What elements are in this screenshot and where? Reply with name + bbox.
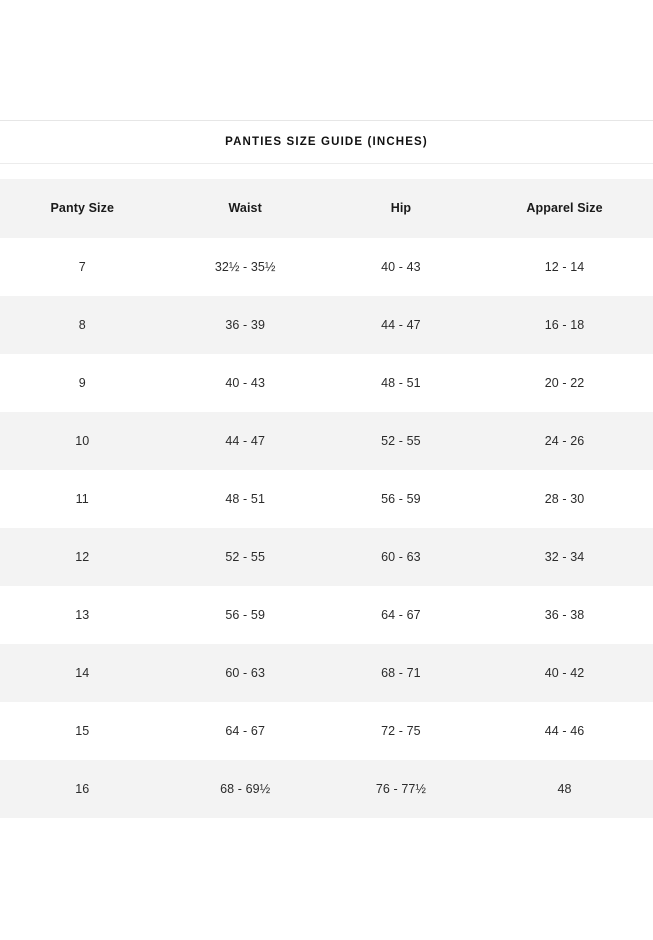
- cell-hip: 48 - 51: [325, 353, 477, 412]
- cell-waist: 48 - 51: [164, 469, 326, 528]
- top-whitespace: [0, 0, 653, 120]
- cell-panty-size: 9: [0, 353, 165, 412]
- table-title-row: PANTIES SIZE GUIDE (INCHES): [0, 120, 653, 164]
- cell-panty-size: 10: [0, 411, 165, 470]
- cell-waist: 60 - 63: [164, 643, 326, 702]
- cell-panty-size: 16: [0, 759, 165, 818]
- column-header-row: Panty Size Waist Hip Apparel Size: [0, 178, 653, 238]
- header-gap-cell: [0, 163, 653, 179]
- cell-waist: 32½ - 35½: [164, 237, 326, 296]
- cell-hip: 52 - 55: [325, 411, 477, 470]
- cell-apparel-size: 28 - 30: [476, 469, 653, 528]
- cell-apparel-size: 16 - 18: [476, 295, 653, 354]
- cell-panty-size: 15: [0, 701, 165, 760]
- table-row: 10 44 - 47 52 - 55 24 - 26: [0, 411, 653, 470]
- cell-panty-size: 11: [0, 469, 165, 528]
- table-row: 16 68 - 69½ 76 - 77½ 48: [0, 759, 653, 818]
- cell-hip: 56 - 59: [325, 469, 477, 528]
- table-title: PANTIES SIZE GUIDE (INCHES): [225, 136, 428, 148]
- cell-waist: 64 - 67: [164, 701, 326, 760]
- cell-waist: 52 - 55: [164, 527, 326, 586]
- cell-hip: 72 - 75: [325, 701, 477, 760]
- cell-apparel-size: 48: [476, 759, 653, 818]
- cell-hip: 40 - 43: [325, 237, 477, 296]
- table-row: 12 52 - 55 60 - 63 32 - 34: [0, 527, 653, 586]
- cell-apparel-size: 40 - 42: [476, 643, 653, 702]
- table-row: 7 32½ - 35½ 40 - 43 12 - 14: [0, 237, 653, 296]
- cell-apparel-size: 32 - 34: [476, 527, 653, 586]
- cell-waist: 56 - 59: [164, 585, 326, 644]
- table-row: 11 48 - 51 56 - 59 28 - 30: [0, 469, 653, 528]
- table-row: 15 64 - 67 72 - 75 44 - 46: [0, 701, 653, 760]
- cell-apparel-size: 24 - 26: [476, 411, 653, 470]
- table-row: 14 60 - 63 68 - 71 40 - 42: [0, 643, 653, 702]
- cell-waist: 36 - 39: [164, 295, 326, 354]
- column-header-panty-size: Panty Size: [50, 201, 115, 215]
- cell-panty-size: 14: [0, 643, 165, 702]
- cell-hip: 44 - 47: [325, 295, 477, 354]
- cell-panty-size: 13: [0, 585, 165, 644]
- cell-hip: 60 - 63: [325, 527, 477, 586]
- cell-waist: 40 - 43: [164, 353, 326, 412]
- cell-panty-size: 7: [0, 237, 165, 296]
- cell-apparel-size: 20 - 22: [476, 353, 653, 412]
- cell-apparel-size: 12 - 14: [476, 237, 653, 296]
- cell-apparel-size: 44 - 46: [476, 701, 653, 760]
- cell-apparel-size: 36 - 38: [476, 585, 653, 644]
- cell-waist: 44 - 47: [164, 411, 326, 470]
- cell-hip: 64 - 67: [325, 585, 477, 644]
- table-row: 13 56 - 59 64 - 67 36 - 38: [0, 585, 653, 644]
- column-header-hip: Hip: [390, 201, 412, 215]
- size-guide-table-body: 7 32½ - 35½ 40 - 43 12 - 14 8 36 - 39 44…: [0, 237, 653, 818]
- header-gap-row: [0, 163, 653, 179]
- table-row: 8 36 - 39 44 - 47 16 - 18: [0, 295, 653, 354]
- column-header-apparel-size: Apparel Size: [526, 201, 603, 215]
- cell-panty-size: 8: [0, 295, 165, 354]
- cell-hip: 76 - 77½: [325, 759, 477, 818]
- cell-waist: 68 - 69½: [164, 759, 326, 818]
- table-row: 9 40 - 43 48 - 51 20 - 22: [0, 353, 653, 412]
- cell-hip: 68 - 71: [325, 643, 477, 702]
- cell-panty-size: 12: [0, 527, 165, 586]
- column-header-waist: Waist: [228, 201, 262, 215]
- panties-size-guide-table: PANTIES SIZE GUIDE (INCHES) Panty Size W…: [0, 120, 653, 818]
